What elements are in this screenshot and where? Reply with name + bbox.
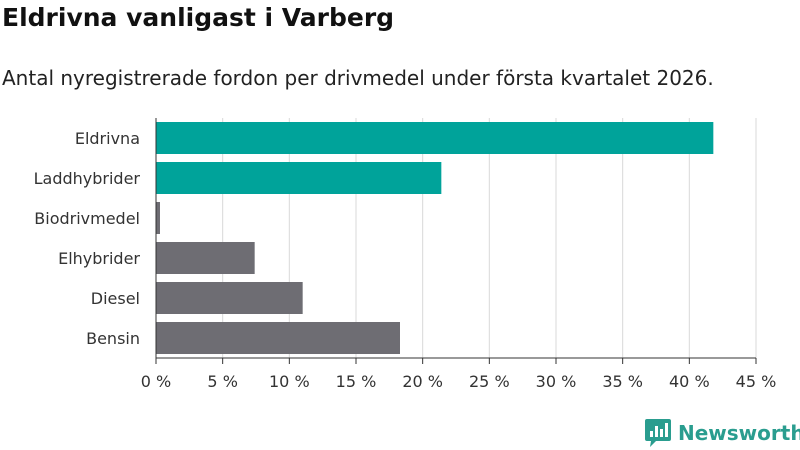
category-labels: Eldrivna Laddhybrider Biodrivmedel Elhybrid… [34,129,141,348]
bar-diesel [156,282,303,314]
chart-subtitle: Antal nyregistrerade fordon per drivmede… [2,66,714,90]
chart-title: Eldrivna vanligast i Varberg [2,3,395,32]
category-label: Eldrivna [75,129,140,148]
newsworthy-chart-icon [645,419,671,447]
category-label: Diesel [91,289,140,308]
x-tick-label: 35 % [602,372,643,391]
x-tick-label: 30 % [536,372,577,391]
category-label: Biodrivmedel [34,209,140,228]
category-label: Laddhybrider [34,169,141,188]
x-tick-label: 20 % [402,372,443,391]
x-tick-label: 40 % [669,372,710,391]
bars [156,122,714,354]
bar-bensin [156,322,400,354]
x-tick-label: 25 % [469,372,510,391]
x-tick-label: 10 % [269,372,310,391]
bar-eldrivna [156,122,714,154]
grid-lines [222,118,757,358]
category-label: Elhybrider [58,249,140,268]
x-tick-label: 45 % [736,372,777,391]
category-label: Bensin [86,329,140,348]
newsworthy-logo: Newsworthy [644,418,800,448]
x-tick-label: 5 % [207,372,237,391]
x-tick-label: 0 % [141,372,171,391]
bar-laddhybrider [156,162,442,194]
bar-biodrivmedel [156,202,160,234]
x-tick-label: 15 % [336,372,377,391]
logo-text: Newsworthy [678,421,800,445]
bar-elhybrider [156,242,255,274]
x-axis: 0 % 5 % 10 % 15 % 20 % 25 % 30 % 35 % 40 % 45 % [141,118,777,391]
